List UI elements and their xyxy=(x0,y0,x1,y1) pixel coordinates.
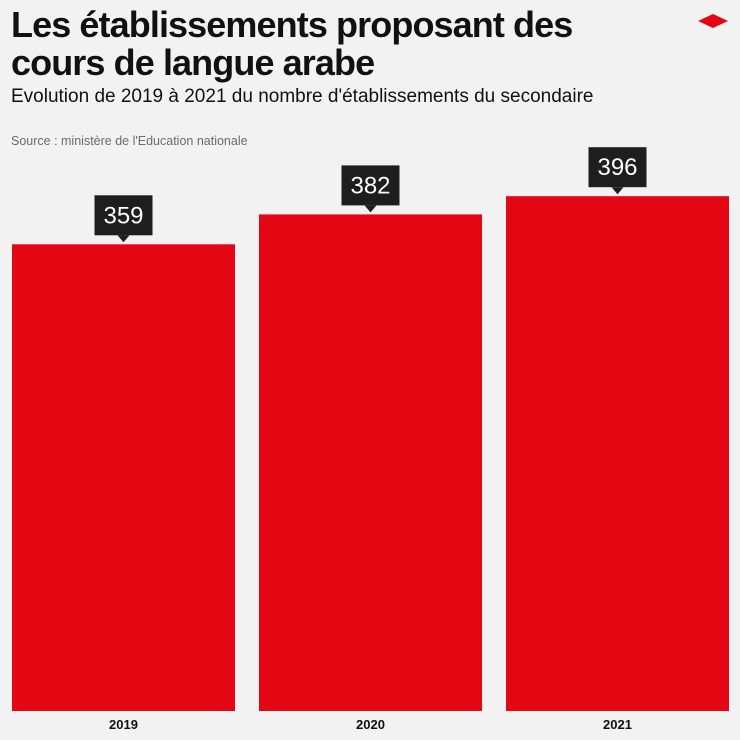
value-label-text: 396 xyxy=(597,154,637,181)
x-tick-label-2021: 2021 xyxy=(603,717,632,732)
value-label-2019: 359 xyxy=(94,195,153,243)
bar-2019 xyxy=(12,244,235,712)
chart-subtitle: Evolution de 2019 à 2021 du nombre d'éta… xyxy=(11,86,594,107)
value-label-text: 359 xyxy=(103,202,143,229)
value-label-2020: 382 xyxy=(341,165,400,213)
x-tick-label-2020: 2020 xyxy=(356,717,385,732)
value-label-text: 382 xyxy=(350,172,390,199)
chart-source: Source : ministère de l'Education nation… xyxy=(11,134,248,148)
brand-logo-icon xyxy=(698,14,728,28)
chart-title: Les établissements proposant des cours d… xyxy=(11,4,573,83)
bar-2020 xyxy=(259,214,482,711)
x-tick-label-2019: 2019 xyxy=(109,717,138,732)
value-label-2021: 396 xyxy=(588,147,647,195)
bar-2021 xyxy=(506,196,729,711)
